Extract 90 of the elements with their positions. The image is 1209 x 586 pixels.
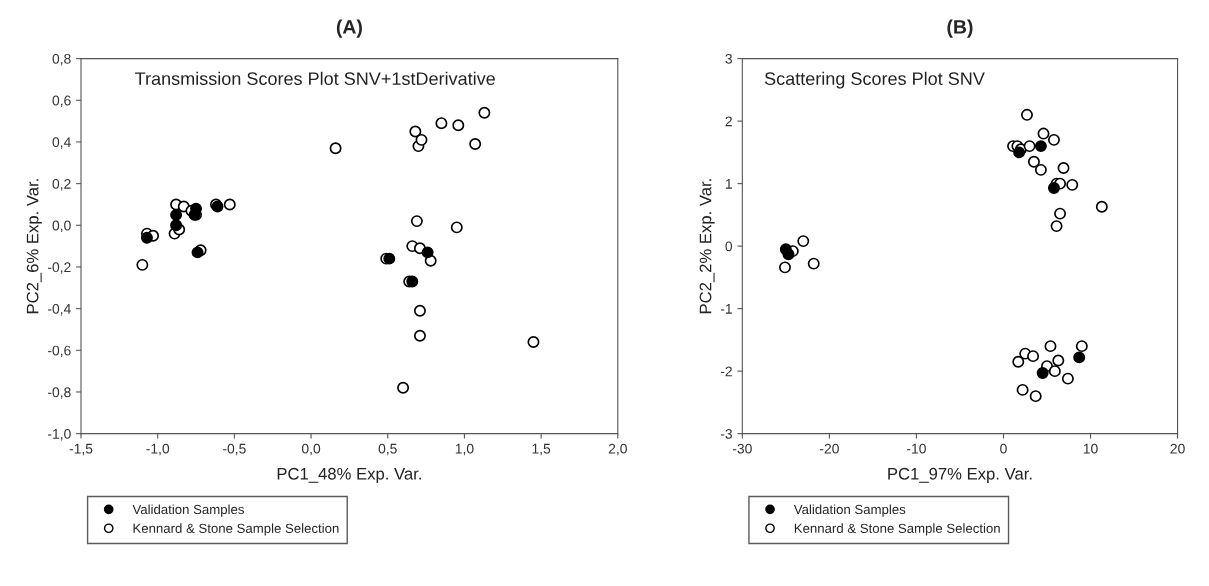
point xyxy=(223,198,236,211)
point xyxy=(1023,140,1036,153)
y-tick-label: -3 xyxy=(720,428,732,439)
point xyxy=(1029,390,1042,403)
point xyxy=(1036,367,1049,379)
point xyxy=(1027,350,1040,363)
point xyxy=(435,117,448,130)
x-tick-label: 2,0 xyxy=(608,443,627,456)
point xyxy=(421,246,434,259)
x-tick-label: -1,0 xyxy=(146,443,170,456)
x-tick-label: 10 xyxy=(1083,443,1098,454)
point xyxy=(410,215,423,228)
y-tick-label: 0,0 xyxy=(52,220,71,233)
point xyxy=(1044,340,1057,353)
y-tick-label: -1 xyxy=(720,304,732,314)
point xyxy=(1012,355,1025,368)
x-tick-label: 0,0 xyxy=(301,443,321,456)
point xyxy=(1057,162,1070,174)
x-tick-label: -10 xyxy=(907,443,926,454)
point xyxy=(1047,133,1060,146)
y-tick-label: -0,6 xyxy=(47,345,71,358)
point xyxy=(409,125,422,138)
x-tick-label: 20 xyxy=(1170,443,1185,454)
point xyxy=(1037,127,1050,140)
y-tick-label: 0 xyxy=(725,241,733,252)
point xyxy=(170,219,183,232)
point xyxy=(1027,155,1040,168)
x-axis-title: PC1_97% Exp. Var. xyxy=(888,467,1032,483)
y-tick-label: -1,0 xyxy=(47,428,71,441)
chart-title: (B) xyxy=(947,19,973,38)
x-tick-label: 1,0 xyxy=(455,443,474,456)
point xyxy=(415,133,428,146)
point xyxy=(1048,365,1061,378)
point xyxy=(782,248,795,261)
point xyxy=(807,257,820,270)
legend-label: Kennard & Stone Sample Selection xyxy=(133,523,339,536)
x-tick-label: 0 xyxy=(1000,443,1007,454)
point xyxy=(1073,351,1086,364)
y-tick-label: -0,2 xyxy=(47,262,71,274)
point xyxy=(1050,220,1063,233)
y-tick-label: -0,8 xyxy=(47,387,71,399)
point xyxy=(1061,372,1074,385)
point xyxy=(527,335,540,348)
x-tick-label: -20 xyxy=(819,443,839,454)
point xyxy=(478,106,491,119)
point xyxy=(136,258,149,271)
y-tick-label: 1 xyxy=(725,179,732,189)
point xyxy=(450,221,463,234)
point xyxy=(1066,178,1079,191)
x-tick-label: -30 xyxy=(732,443,752,454)
y-axis-title: PC2_2% Exp. Var. xyxy=(699,179,715,314)
point xyxy=(1034,140,1047,153)
x-tick-label: -0,5 xyxy=(223,443,246,456)
point xyxy=(778,261,791,274)
text: Scattering Scores Plot SNV xyxy=(764,71,985,89)
chart-title: (A) xyxy=(336,19,362,38)
y-tick-label: 3 xyxy=(725,53,732,64)
point xyxy=(1054,207,1067,220)
point xyxy=(140,231,153,244)
point xyxy=(1020,108,1033,121)
legend-label: Validation Samples xyxy=(793,504,906,517)
point xyxy=(1034,163,1047,176)
point xyxy=(329,142,342,155)
point xyxy=(1075,340,1088,353)
x-axis-title: PC1_48% Exp. Var. xyxy=(277,467,421,483)
y-tick-label: 0,8 xyxy=(52,53,71,66)
point xyxy=(1095,200,1108,213)
y-tick-label: 2 xyxy=(725,116,732,127)
y-tick-label: -2 xyxy=(720,366,732,377)
point xyxy=(397,381,410,394)
point xyxy=(797,235,810,248)
legend-label: Kennard & Stone Sample Selection xyxy=(794,523,1000,536)
y-tick-label: 0,6 xyxy=(52,95,71,108)
point xyxy=(452,119,465,132)
y-tick-label: 0,4 xyxy=(52,137,71,149)
x-tick-label: 1,5 xyxy=(532,443,551,456)
x-tick-label: 0,5 xyxy=(378,443,397,456)
point xyxy=(413,329,426,342)
point xyxy=(1052,354,1065,367)
legend-label: Validation Samples xyxy=(132,504,244,517)
y-tick-label: 0,2 xyxy=(52,178,71,191)
point xyxy=(1016,383,1029,396)
point xyxy=(469,138,482,151)
y-axis-title: PC2_6% Exp. Var. xyxy=(26,179,42,314)
y-tick-label: -0,4 xyxy=(47,303,71,316)
x-tick-label: -1,5 xyxy=(69,443,93,456)
point xyxy=(1047,182,1060,194)
text: Transmission Scores Plot SNV+1stDerivative xyxy=(135,71,495,86)
point xyxy=(413,304,426,317)
point xyxy=(170,208,183,221)
